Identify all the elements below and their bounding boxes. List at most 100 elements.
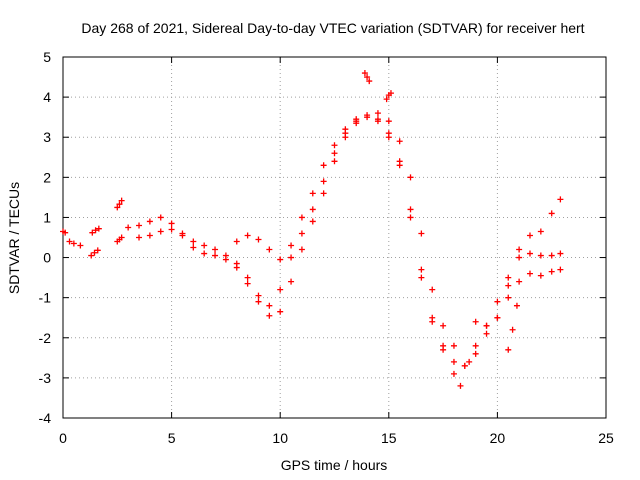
data-point: [457, 382, 464, 389]
data-point: [288, 278, 295, 285]
data-point: [255, 298, 262, 305]
data-point: [190, 244, 197, 251]
data-point: [146, 218, 153, 225]
series-track-2: [88, 247, 101, 259]
data-point: [548, 210, 555, 217]
data-point: [114, 204, 121, 211]
y-tick-label: -1: [39, 290, 52, 306]
x-axis-label: GPS time / hours: [281, 457, 388, 473]
data-point: [94, 247, 101, 254]
series-track-13: [466, 250, 564, 365]
data-point: [118, 234, 125, 241]
y-tick-label: 1: [43, 209, 51, 225]
data-point: [450, 358, 457, 365]
y-tick-label: 5: [43, 49, 51, 65]
series-track-8: [233, 116, 360, 263]
data-point: [450, 342, 457, 349]
data-point: [429, 314, 436, 321]
data-point: [516, 246, 523, 253]
data-point: [288, 242, 295, 249]
data-point: [309, 206, 316, 213]
data-point: [407, 214, 414, 221]
x-tick-label: 15: [381, 430, 397, 446]
data-point: [70, 240, 77, 247]
data-point: [95, 225, 102, 232]
y-tick-label: 4: [43, 89, 51, 105]
data-point: [255, 292, 262, 299]
data-point: [516, 254, 523, 261]
data-point: [136, 222, 143, 229]
data-point: [516, 278, 523, 285]
data-point: [277, 256, 284, 263]
data-point: [429, 286, 436, 293]
data-point: [366, 78, 373, 85]
data-point: [309, 218, 316, 225]
axis-ticks: 0 5 10 15 20 25 -4 -3 -2 -1 0 1 2 3 4 5: [39, 49, 614, 446]
data-point: [266, 312, 273, 319]
data-point: [537, 252, 544, 259]
data-point: [396, 158, 403, 165]
data-point: [385, 118, 392, 125]
data-points: [60, 70, 564, 389]
data-point: [277, 308, 284, 315]
data-point: [233, 264, 240, 271]
data-point: [190, 238, 197, 245]
series-track-6: [125, 112, 464, 389]
data-point: [201, 250, 208, 257]
data-point: [342, 126, 349, 133]
data-point: [92, 227, 99, 234]
data-point: [461, 362, 468, 369]
series-track-1: [60, 228, 84, 249]
y-tick-label: 2: [43, 169, 51, 185]
data-point: [118, 197, 125, 204]
data-point: [505, 282, 512, 289]
data-point: [440, 342, 447, 349]
series-track-5: [114, 234, 125, 245]
data-point: [116, 201, 123, 208]
data-point: [320, 190, 327, 197]
data-point: [288, 254, 295, 261]
y-tick-label: -4: [39, 410, 52, 426]
data-point: [266, 302, 273, 309]
data-point: [66, 238, 73, 245]
data-point: [277, 286, 284, 293]
data-point: [509, 326, 516, 333]
data-point: [385, 130, 392, 137]
data-point: [494, 298, 501, 305]
data-point: [298, 214, 305, 221]
data-point: [201, 242, 208, 249]
y-axis-label: SDTVAR / TECUs: [6, 182, 22, 294]
data-point: [526, 270, 533, 277]
data-point: [407, 174, 414, 181]
data-point: [418, 274, 425, 281]
data-point: [320, 162, 327, 169]
data-point: [440, 322, 447, 329]
data-point: [513, 302, 520, 309]
x-tick-label: 0: [59, 430, 67, 446]
series-track-12: [461, 266, 564, 369]
data-point: [483, 322, 490, 329]
data-point: [557, 266, 564, 273]
data-point: [331, 150, 338, 157]
y-tick-label: -2: [39, 330, 52, 346]
series-track-4: [114, 197, 125, 211]
data-point: [244, 274, 251, 281]
data-point: [418, 230, 425, 237]
chart-title: Day 268 of 2021, Sidereal Day-to-day VTE…: [81, 20, 584, 36]
data-point: [548, 252, 555, 259]
data-point: [89, 229, 96, 236]
series-track-7: [136, 114, 468, 369]
data-point: [157, 228, 164, 235]
data-point: [212, 252, 219, 259]
data-point: [387, 90, 394, 97]
series-track-9: [361, 70, 373, 85]
data-point: [77, 242, 84, 249]
data-point: [505, 274, 512, 281]
data-point: [168, 226, 175, 233]
data-point: [383, 96, 390, 103]
data-point: [244, 232, 251, 239]
data-point: [331, 142, 338, 149]
data-point: [146, 232, 153, 239]
data-point: [255, 236, 262, 243]
y-tick-label: 0: [43, 250, 51, 266]
